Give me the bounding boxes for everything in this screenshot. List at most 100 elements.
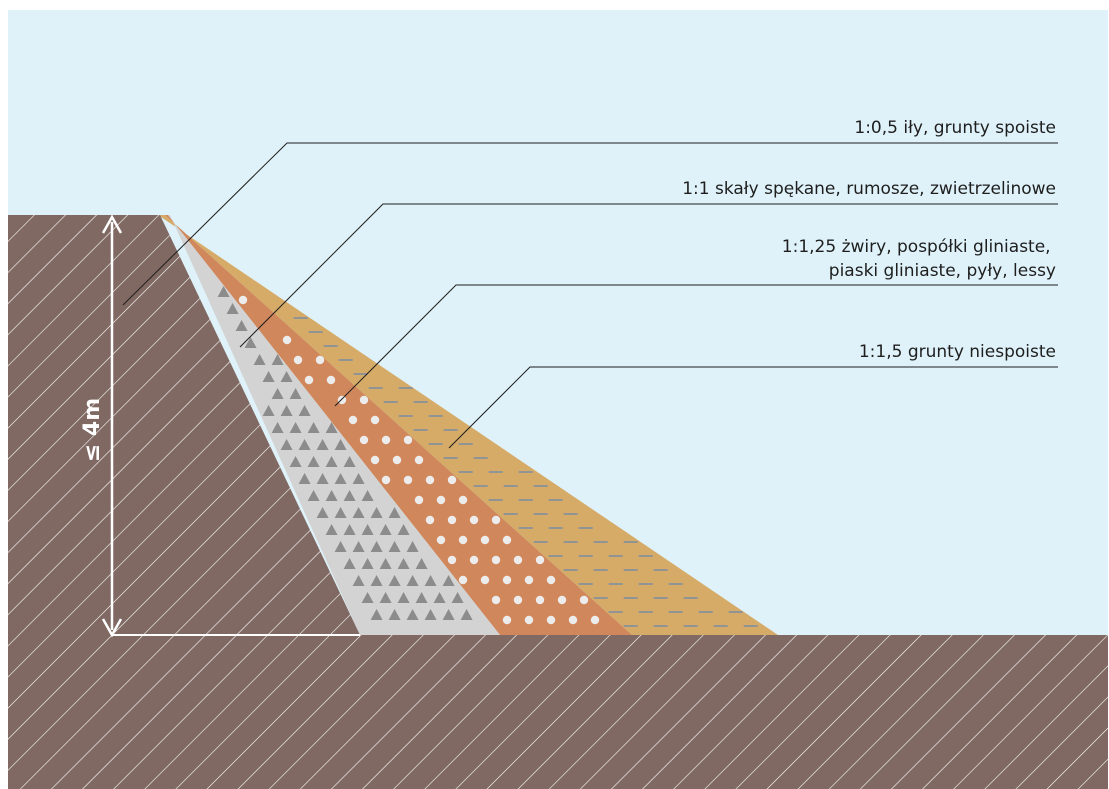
leader-line-4 bbox=[448, 366, 1058, 449]
rock-triangle-mark bbox=[397, 592, 410, 603]
rock-triangle-mark bbox=[289, 422, 302, 433]
gravel-dot-mark bbox=[370, 415, 380, 425]
label-ratio-1: 1:1 skały spękane, rumosze, zwietrzelino… bbox=[682, 179, 1056, 199]
rock-triangle-mark bbox=[307, 456, 320, 467]
rock-triangle-mark bbox=[316, 473, 329, 484]
rock-triangle-mark bbox=[289, 388, 302, 399]
rock-triangle-mark bbox=[334, 439, 347, 450]
rock-triangle-mark bbox=[334, 541, 347, 552]
gravel-dot-mark bbox=[513, 555, 523, 565]
leader-line-1 bbox=[122, 142, 1058, 306]
rock-triangle-mark bbox=[343, 456, 356, 467]
gravel-slope-layer bbox=[165, 215, 632, 635]
gravel-dot-mark bbox=[491, 515, 501, 525]
rock-triangle-mark bbox=[325, 456, 338, 467]
gravel-dot-mark bbox=[579, 595, 589, 605]
label-ratio-1-25-line-1: 1:1,25 żwiry, pospółki gliniaste, bbox=[782, 237, 1051, 257]
rock-triangle-mark bbox=[406, 541, 419, 552]
soil-ground-mass bbox=[8, 635, 1108, 789]
leader-line-2 bbox=[239, 203, 1058, 348]
gravel-dot-mark bbox=[425, 515, 435, 525]
rock-triangle-mark bbox=[352, 473, 365, 484]
rock-triangle-mark bbox=[271, 422, 284, 433]
rock-triangle-mark bbox=[298, 439, 311, 450]
rock-triangle-mark bbox=[253, 354, 266, 365]
gravel-dot-mark bbox=[315, 355, 325, 365]
gravel-dot-mark bbox=[403, 435, 413, 445]
rock-triangle-mark bbox=[451, 592, 464, 603]
gravel-dot-mark bbox=[414, 495, 424, 505]
rock-triangle-mark bbox=[442, 609, 455, 620]
rock-triangle-mark bbox=[280, 439, 293, 450]
gravel-dot-mark bbox=[414, 455, 424, 465]
gravel-dot-mark bbox=[381, 435, 391, 445]
gravel-dot-mark bbox=[469, 555, 479, 565]
rock-triangle-mark bbox=[280, 405, 293, 416]
gravel-dot-mark bbox=[502, 615, 512, 625]
gravel-dot-mark bbox=[546, 575, 556, 585]
gravel-dot-mark bbox=[359, 395, 369, 405]
gravel-dot-mark bbox=[282, 335, 292, 345]
rock-triangle-mark bbox=[316, 507, 329, 518]
gravel-dot-mark bbox=[590, 615, 600, 625]
rock-triangle-mark bbox=[217, 286, 230, 297]
gravel-dot-mark bbox=[447, 515, 457, 525]
rock-triangle-mark bbox=[379, 524, 392, 535]
gravel-dot-mark bbox=[447, 475, 457, 485]
rock-slope-layer bbox=[168, 215, 500, 635]
rock-triangle-mark bbox=[388, 507, 401, 518]
label-ratio-0-5-line-1: 1:0,5 iły, grunty spoiste bbox=[854, 118, 1056, 138]
rock-triangle-mark bbox=[406, 575, 419, 586]
rock-triangle-mark bbox=[352, 541, 365, 552]
gravel-dot-mark bbox=[535, 555, 545, 565]
rock-triangle-mark bbox=[307, 490, 320, 501]
height-dimension-arrow bbox=[101, 214, 123, 638]
rock-triangle-mark bbox=[298, 473, 311, 484]
rock-triangle-mark bbox=[424, 609, 437, 620]
gravel-dot-mark bbox=[370, 455, 380, 465]
rock-triangle-mark bbox=[343, 558, 356, 569]
height-label: ≤ 4m bbox=[80, 398, 105, 462]
gravel-dot-mark bbox=[469, 515, 479, 525]
gravel-dot-mark bbox=[326, 375, 336, 385]
rock-triangle-mark bbox=[379, 558, 392, 569]
rock-triangle-mark bbox=[361, 592, 374, 603]
gravel-dot-mark bbox=[502, 535, 512, 545]
rock-marks-group bbox=[217, 286, 473, 620]
soil-slope-mass bbox=[8, 215, 360, 635]
rock-triangle-mark bbox=[361, 558, 374, 569]
rock-triangle-mark bbox=[361, 524, 374, 535]
gravel-dot-mark bbox=[546, 615, 556, 625]
sand-slope-layer bbox=[158, 215, 778, 635]
gravel-dot-mark bbox=[524, 615, 534, 625]
rock-triangle-mark bbox=[343, 524, 356, 535]
rock-triangle-mark bbox=[424, 575, 437, 586]
gravel-dot-mark bbox=[524, 575, 534, 585]
rock-triangle-mark bbox=[388, 609, 401, 620]
rock-triangle-mark bbox=[334, 473, 347, 484]
rock-triangle-mark bbox=[388, 541, 401, 552]
label-ratio-1-line-1: 1:1 skały spękane, rumosze, zwietrzelino… bbox=[682, 179, 1056, 199]
gravel-dot-mark bbox=[447, 555, 457, 565]
gravel-dot-mark bbox=[304, 375, 314, 385]
gravel-dot-mark bbox=[502, 575, 512, 585]
rock-triangle-mark bbox=[316, 439, 329, 450]
rock-triangle-mark bbox=[370, 507, 383, 518]
rock-triangle-mark bbox=[370, 609, 383, 620]
rock-triangle-mark bbox=[379, 592, 392, 603]
gravel-dot-mark bbox=[436, 495, 446, 505]
gravel-dot-mark bbox=[381, 475, 391, 485]
gravel-dot-mark bbox=[458, 535, 468, 545]
rock-triangle-mark bbox=[370, 575, 383, 586]
rock-triangle-mark bbox=[442, 575, 455, 586]
gravel-dot-mark bbox=[557, 595, 567, 605]
gravel-dot-mark bbox=[535, 595, 545, 605]
rock-triangle-mark bbox=[460, 609, 473, 620]
gravel-dot-mark bbox=[480, 575, 490, 585]
rock-triangle-mark bbox=[325, 490, 338, 501]
rock-triangle-mark bbox=[262, 371, 275, 382]
label-ratio-1-5-line-1: 1:1,5 grunty niespoiste bbox=[859, 342, 1056, 362]
rock-triangle-mark bbox=[307, 422, 320, 433]
gravel-dot-mark bbox=[238, 295, 248, 305]
